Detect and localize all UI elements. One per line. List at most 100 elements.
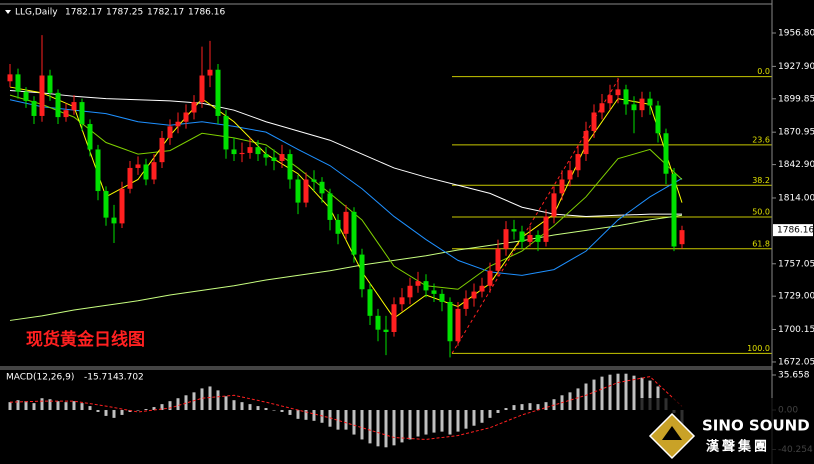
y-tick-label: 1927.90: [778, 62, 814, 72]
macd-bar: [16, 400, 20, 411]
macd-bar: [472, 410, 476, 426]
macd-bar: [56, 401, 60, 411]
candle-body: [527, 234, 533, 242]
candle-body: [319, 181, 325, 194]
macd-bar: [96, 410, 100, 412]
macd-bar: [352, 410, 356, 435]
candle-body: [135, 164, 141, 168]
candle-body: [103, 191, 109, 218]
macd-bar: [608, 374, 612, 411]
candle-body: [519, 231, 525, 242]
macd-tick-label: 35.658: [778, 371, 810, 381]
candle-body: [87, 124, 93, 150]
macd-bar: [496, 410, 500, 413]
candle-body: [175, 121, 181, 127]
candle-body: [303, 179, 309, 203]
macd-bar: [392, 410, 396, 446]
last-price-label: 1786.16: [777, 226, 814, 236]
y-tick-label: 1842.90: [778, 160, 814, 170]
macd-bar: [256, 406, 260, 411]
candle-body: [455, 308, 461, 342]
macd-bar: [216, 390, 220, 411]
macd-bar: [24, 401, 28, 411]
fib-label: 100.0: [747, 344, 770, 353]
candle-body: [247, 147, 253, 153]
macd-bar: [288, 410, 292, 415]
macd-bar: [360, 410, 364, 440]
candle-body: [31, 100, 37, 116]
candle-body: [655, 105, 661, 134]
candle-body: [263, 154, 269, 158]
macd-bar: [32, 403, 36, 411]
macd-bar: [184, 395, 188, 411]
macd-title: MACD(12,26,9): [6, 373, 74, 383]
candle-body: [223, 115, 229, 150]
fib-label: 0.0: [757, 67, 770, 76]
macd-bar: [536, 404, 540, 411]
chart-title: LLG,Daily: [15, 8, 58, 18]
macd-bar: [456, 410, 460, 432]
y-tick-label: 1899.85: [778, 94, 814, 104]
macd-signal: [9, 376, 683, 440]
candle-body: [631, 104, 637, 111]
macd-bar: [520, 404, 524, 411]
macd-bar: [576, 388, 580, 411]
y-tick-label: 1870.95: [778, 128, 814, 138]
candle-body: [471, 291, 477, 299]
candle-body: [647, 98, 653, 106]
candle-body: [407, 285, 413, 298]
macd-bar: [232, 400, 236, 411]
candle-body: [367, 289, 373, 316]
candle-body: [399, 297, 405, 305]
candle-body: [671, 173, 677, 247]
candle-body: [95, 149, 101, 192]
candle-body: [415, 281, 421, 286]
candle-body: [567, 170, 573, 180]
macd-bar: [600, 376, 604, 411]
macd-bar: [528, 403, 532, 411]
candle-body: [559, 179, 565, 194]
y-tick-label: 1672.05: [778, 357, 814, 367]
candle-body: [351, 211, 357, 255]
candle-body: [111, 217, 117, 224]
macd-bar: [72, 401, 76, 411]
logo-mark: [662, 426, 682, 440]
macd-bar: [640, 377, 644, 411]
candle-body: [167, 126, 173, 138]
macd-bar: [8, 402, 12, 411]
candle-body: [543, 216, 549, 242]
plot: 0.0 23.6 38.2 50.0 61.8 100.0: [7, 35, 772, 448]
candle-body: [463, 298, 469, 309]
candle-body: [119, 188, 125, 224]
macd-bar: [88, 406, 92, 411]
macd-bar: [648, 380, 652, 411]
macd-bar: [504, 408, 508, 411]
header-value: 1782.17: [147, 8, 184, 18]
macd-bar: [120, 410, 124, 415]
macd-bar: [376, 410, 380, 447]
macd-bar: [448, 410, 452, 435]
candle-body: [551, 193, 557, 217]
candle-body: [591, 112, 597, 131]
candle-body: [71, 102, 77, 111]
candle-body: [183, 112, 189, 122]
candle-body: [311, 179, 317, 182]
candle-body: [423, 281, 429, 291]
candle-body: [487, 270, 493, 286]
fib-label: 50.0: [752, 208, 770, 217]
header-value: 1787.25: [106, 8, 143, 18]
y-tick-label: 1956.80: [778, 28, 814, 38]
macd-bar: [336, 410, 340, 430]
moving-average: [9, 99, 683, 276]
candle-body: [39, 75, 45, 116]
macd-bar: [144, 409, 148, 411]
candle-body: [159, 137, 165, 163]
macd-bar: [176, 398, 180, 411]
candle-body: [151, 162, 157, 180]
candle-body: [359, 254, 365, 290]
candle-body: [615, 89, 621, 96]
macd-bar: [200, 388, 204, 411]
candle-body: [287, 154, 293, 180]
macd-bar: [40, 398, 44, 411]
macd-bar: [512, 405, 516, 411]
